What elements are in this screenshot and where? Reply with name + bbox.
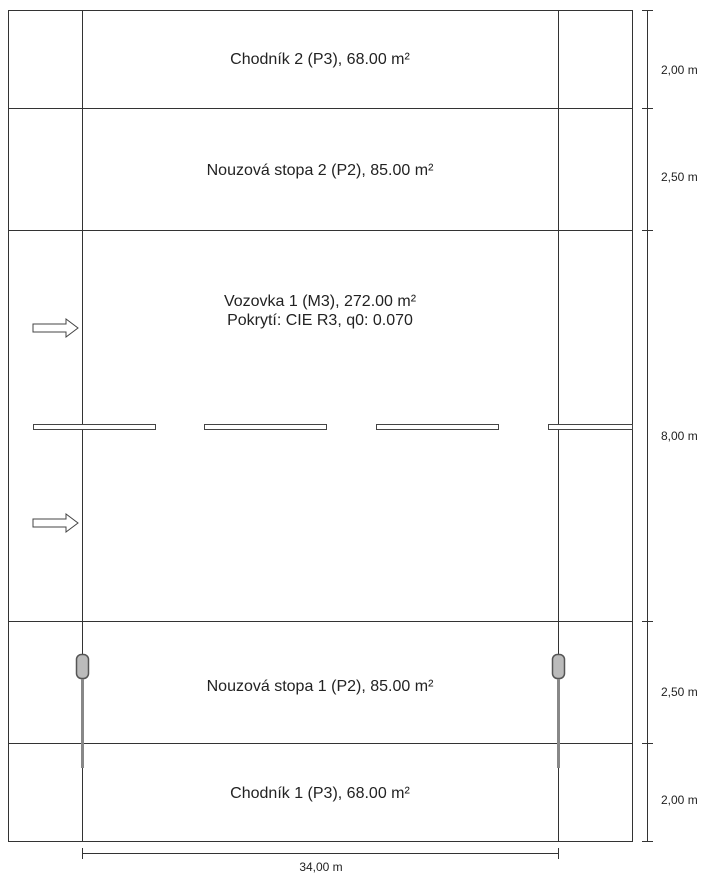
strip-name-line: Chodník 1 (P3), 68.00 m² <box>230 785 410 802</box>
traffic-direction-arrow-icon <box>32 318 79 338</box>
width-label-chodnik-1: 2,00 m <box>661 793 698 807</box>
luminaire-icon <box>75 653 90 768</box>
strip-name-line: Nouzová stopa 1 (P2), 85.00 m² <box>206 678 434 695</box>
strip-name-line: Nouzová stopa 2 (P2), 85.00 m² <box>206 162 434 179</box>
strip-label-vozovka-1: Vozovka 1 (M3), 272.00 m² Pokrytí: CIE R… <box>82 292 558 330</box>
lane-dash <box>376 424 499 430</box>
strip-name-line: Chodník 2 (P3), 68.00 m² <box>230 51 410 68</box>
lane-dash <box>204 424 327 430</box>
lane-divider-marking <box>33 424 633 430</box>
traffic-direction-arrow-icon <box>32 513 79 533</box>
width-label-vozovka-1: 8,00 m <box>661 429 698 443</box>
strip-surface-line: Pokrytí: CIE R3, q0: 0.070 <box>227 312 413 329</box>
lane-dash <box>548 424 633 430</box>
strip-label-chodnik-2: Chodník 2 (P3), 68.00 m² <box>82 50 558 69</box>
width-label-nouzova-stopa-1: 2,50 m <box>661 685 698 699</box>
luminaire-icon <box>551 653 566 768</box>
width-label-chodnik-2: 2,00 m <box>661 63 698 77</box>
strip-label-nouzova-stopa-2: Nouzová stopa 2 (P2), 85.00 m² <box>82 161 558 180</box>
width-label-nouzova-stopa-2: 2,50 m <box>661 170 698 184</box>
strip-label-chodnik-1: Chodník 1 (P3), 68.00 m² <box>82 784 558 803</box>
length-label: 34,00 m <box>299 860 343 874</box>
strip-name-line: Vozovka 1 (M3), 272.00 m² <box>223 293 417 310</box>
length-dimension-line <box>82 848 559 859</box>
strip-label-nouzova-stopa-1: Nouzová stopa 1 (P2), 85.00 m² <box>82 677 558 696</box>
lane-dash <box>33 424 156 430</box>
width-dimension-line <box>642 10 653 842</box>
